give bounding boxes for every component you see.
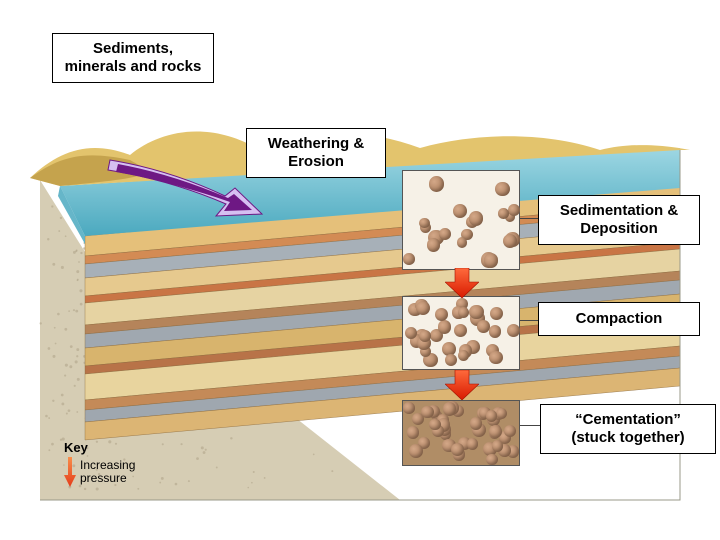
label-text: Weathering & Erosion — [257, 135, 375, 171]
pressure-arrow-icon — [445, 370, 479, 400]
callout-line — [520, 218, 538, 219]
label-source: Sediments, minerals and rocks — [52, 33, 214, 83]
label-compaction: Compaction — [538, 302, 700, 336]
sediment-particle — [445, 354, 457, 366]
particle-panel-dense — [402, 400, 520, 466]
sediment-particle — [438, 320, 451, 333]
sediment-particle — [467, 438, 479, 450]
key-title: Key — [64, 440, 150, 455]
label-text: Compaction — [576, 310, 663, 328]
particle-panel-loose — [402, 170, 520, 270]
sediment-particle — [484, 253, 499, 268]
sediment-particle — [453, 204, 467, 218]
sediment-particle — [504, 425, 516, 437]
sediment-particle — [486, 454, 497, 465]
particle-panel-medium — [402, 296, 520, 370]
sediment-particle — [409, 444, 423, 458]
sediment-particle — [496, 408, 507, 419]
pressure-arrow-icon — [445, 268, 479, 298]
label-weathering: Weathering & Erosion — [246, 128, 386, 178]
legend-key: Key Increasing pressure — [64, 440, 150, 487]
sediment-particle — [407, 426, 419, 438]
sediment-particle — [477, 320, 490, 333]
key-label: Increasing pressure — [80, 459, 150, 485]
sediment-particle — [492, 440, 503, 451]
sediment-particle — [489, 351, 502, 364]
label-text: “Cementation” (stuck together) — [551, 411, 705, 447]
sediment-particle — [435, 308, 448, 321]
sediment-particle — [489, 425, 502, 438]
sediment-particle — [429, 176, 444, 191]
label-text: Sedimentation & Deposition — [549, 202, 689, 238]
sediment-particle — [416, 301, 430, 315]
sediment-particle — [458, 307, 470, 319]
sediment-particle — [498, 208, 509, 219]
callout-line — [520, 425, 540, 426]
sediment-particle — [419, 218, 430, 229]
label-sedimentation: Sedimentation & Deposition — [538, 195, 700, 245]
sediment-particle — [457, 237, 468, 248]
sediment-particle — [507, 324, 520, 337]
sediment-particle — [439, 228, 451, 240]
sediment-particle — [469, 211, 484, 226]
sediment-particle — [489, 325, 502, 338]
key-arrow-icon — [64, 457, 76, 487]
label-text: Sediments, minerals and rocks — [63, 40, 203, 76]
sediment-particle — [454, 324, 468, 338]
sediment-particle — [421, 406, 434, 419]
sediment-particle — [508, 204, 520, 216]
sediment-particle — [427, 238, 440, 251]
callout-line — [520, 320, 538, 321]
sediment-particle — [495, 182, 509, 196]
sediment-particle — [469, 305, 483, 319]
sediment-particle — [490, 307, 503, 320]
label-cementation: “Cementation” (stuck together) — [540, 404, 716, 454]
sediment-particle — [458, 350, 469, 361]
sediment-particle — [403, 253, 415, 265]
sediment-particle — [486, 410, 497, 421]
sediment-particle — [403, 402, 415, 414]
